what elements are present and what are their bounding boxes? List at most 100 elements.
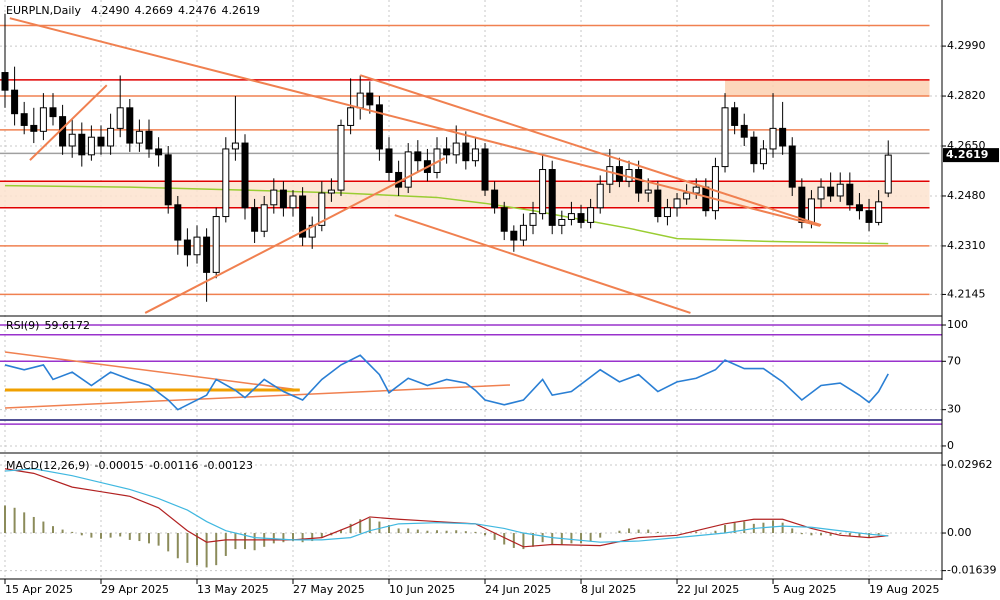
- y-tick-label: 0.00: [947, 526, 972, 539]
- candle-body: [366, 92, 374, 106]
- candle-body: [11, 89, 19, 115]
- macd-name: MACD(12,26,9): [6, 459, 90, 472]
- candle-body: [731, 107, 739, 126]
- x-tick-label: 5 Aug 2025: [773, 583, 836, 596]
- candle-body: [644, 189, 652, 194]
- low-value: 4.2476: [178, 4, 217, 17]
- candle-body: [135, 130, 143, 144]
- candle-body: [884, 154, 892, 194]
- y-tick-label: 100: [947, 318, 968, 331]
- rsi-header: RSI(9) 59.6172: [6, 319, 90, 332]
- candle-body: [251, 207, 259, 232]
- candle-body: [606, 166, 614, 185]
- candle-body: [750, 136, 758, 165]
- price-badge: [943, 148, 999, 163]
- price-badge-label: 4.2619: [946, 148, 988, 161]
- candle-body: [788, 145, 796, 188]
- candle-body: [155, 148, 163, 156]
- y-tick-label: 0.02962: [947, 458, 993, 471]
- candle-body: [279, 189, 287, 209]
- candle-body: [30, 124, 38, 132]
- y-tick-label: 4.2480: [947, 189, 986, 202]
- macd-main-value: -0.00116: [149, 459, 198, 472]
- x-tick-label: 10 Jun 2025: [389, 583, 455, 596]
- candle-body: [596, 183, 604, 209]
- rsi-trend-line: [4, 351, 300, 391]
- trend-line: [394, 214, 691, 314]
- macd-hist-value: -0.00015: [95, 459, 144, 472]
- candle-body: [702, 186, 710, 212]
- x-tick-label: 27 May 2025: [293, 583, 365, 596]
- price-zone: [0, 181, 930, 208]
- candle-body: [49, 107, 57, 118]
- candle-body: [39, 107, 47, 132]
- candle-body: [846, 183, 854, 206]
- candle-body: [289, 195, 297, 209]
- candle-body: [174, 204, 182, 241]
- candle-body: [385, 148, 393, 173]
- candle-body: [443, 148, 451, 156]
- candle-body: [721, 107, 729, 168]
- candle-body: [471, 148, 479, 162]
- candle-body: [299, 195, 307, 238]
- candle-body: [308, 224, 316, 238]
- candle-body: [673, 198, 681, 209]
- candle-body: [212, 216, 220, 273]
- candle-body: [260, 204, 268, 232]
- chart-header: EURPLN,Daily 4.2490 4.2669 4.2476 4.2619: [6, 4, 260, 17]
- candle-body: [663, 207, 671, 218]
- open-value: 4.2490: [91, 4, 130, 17]
- candle-body: [875, 201, 883, 223]
- candle-body: [270, 189, 278, 206]
- candle-body: [97, 136, 105, 147]
- candle-body: [635, 169, 643, 194]
- candle-body: [558, 218, 566, 226]
- candle-body: [491, 189, 499, 209]
- candle-body: [87, 136, 95, 156]
- candle-body: [587, 207, 595, 223]
- candle-body: [356, 92, 364, 109]
- price-zone: [725, 79, 930, 97]
- candle-body: [222, 148, 230, 218]
- high-value: 4.2669: [134, 4, 173, 17]
- candle-body: [337, 124, 345, 191]
- x-tick-label: 13 May 2025: [197, 583, 269, 596]
- symbol: EURPLN,Daily: [6, 4, 81, 17]
- x-tick-label: 15 Apr 2025: [5, 583, 73, 596]
- x-tick-label: 8 Jul 2025: [581, 583, 636, 596]
- candle-body: [577, 213, 585, 223]
- y-tick-label: 4.2145: [947, 287, 986, 300]
- candle-body: [740, 124, 748, 138]
- candle-body: [375, 104, 383, 150]
- candle-body: [462, 142, 470, 162]
- candle-body: [1, 72, 9, 91]
- candle-body: [836, 183, 844, 197]
- candle-body: [692, 186, 700, 194]
- macd-line: [4, 468, 889, 548]
- rsi-value: 59.6172: [44, 319, 90, 332]
- candle-body: [519, 224, 527, 241]
- candle-body: [414, 151, 422, 162]
- rsi-name: RSI(9): [6, 319, 39, 332]
- candle-body: [654, 189, 662, 218]
- candle-body: [548, 169, 556, 226]
- y-tick-label: -0.01639: [947, 564, 996, 577]
- rsi-trend-line: [4, 384, 511, 409]
- y-tick-label: 4.2990: [947, 39, 986, 52]
- candle-body: [452, 142, 460, 156]
- candle-body: [807, 198, 815, 223]
- trend-line: [359, 74, 822, 227]
- rsi-line: [4, 354, 889, 411]
- candle-body: [203, 236, 211, 273]
- candle-body: [500, 207, 508, 232]
- x-tick-label: 29 Apr 2025: [101, 583, 169, 596]
- trend-line: [9, 17, 821, 227]
- candle-body: [347, 107, 355, 126]
- candle-body: [404, 151, 412, 188]
- candle-body: [183, 239, 191, 256]
- macd-header: MACD(12,26,9) -0.00015 -0.00116 -0.00123: [6, 459, 253, 472]
- candle-body: [865, 210, 873, 223]
- candle-body: [164, 154, 172, 206]
- candle-body: [107, 127, 115, 147]
